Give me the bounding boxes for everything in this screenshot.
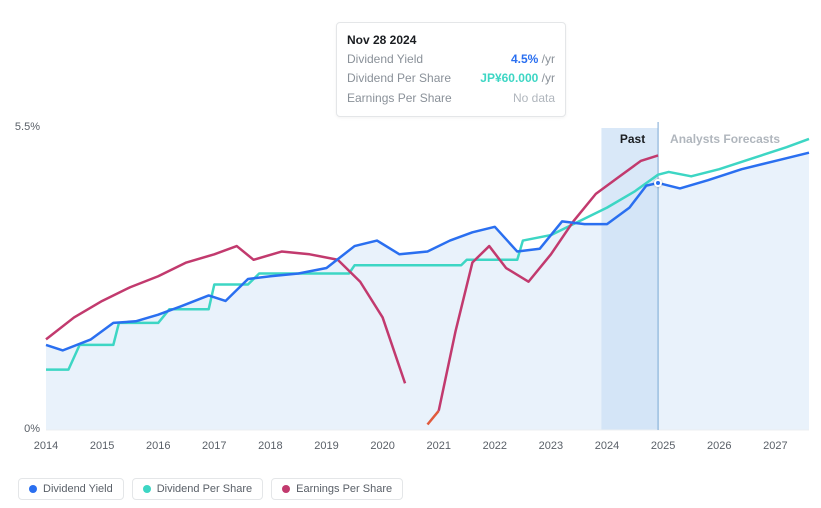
x-tick-label: 2019 (314, 440, 338, 452)
x-tick-label: 2016 (146, 440, 170, 452)
x-tick-label: 2020 (370, 440, 394, 452)
legend-label: Dividend Yield (43, 483, 113, 495)
x-tick-label: 2021 (426, 440, 450, 452)
dividend-chart: Nov 28 2024 Dividend Yield4.5% /yrDivide… (0, 0, 821, 508)
legend-item-dividend-yield[interactable]: Dividend Yield (18, 478, 124, 500)
x-tick-label: 2025 (651, 440, 675, 452)
legend-dot (282, 485, 290, 493)
tooltip-label: Dividend Yield (347, 50, 423, 69)
legend-item-dividend-per-share[interactable]: Dividend Per Share (132, 478, 263, 500)
dividend-yield-area (46, 153, 809, 430)
tooltip-label: Earnings Per Share (347, 89, 452, 108)
x-tick-label: 2017 (202, 440, 226, 452)
legend-label: Dividend Per Share (157, 483, 252, 495)
region-label-past: Past (620, 132, 645, 146)
tooltip-row: Dividend Per Share JP¥60.000 /yr (347, 69, 555, 88)
region-label-forecast: Analysts Forecasts (670, 132, 780, 146)
legend-dot (29, 485, 37, 493)
chart-tooltip: Nov 28 2024 Dividend Yield4.5% /yrDivide… (336, 22, 566, 117)
x-tick-label: 2015 (90, 440, 114, 452)
tooltip-row: Dividend Yield 4.5% /yr (347, 50, 555, 69)
legend-item-earnings-per-share[interactable]: Earnings Per Share (271, 478, 403, 500)
x-tick-label: 2018 (258, 440, 282, 452)
cursor-marker (654, 179, 662, 187)
tooltip-label: Dividend Per Share (347, 69, 451, 88)
x-tick-label: 2023 (539, 440, 563, 452)
x-tick-label: 2022 (483, 440, 507, 452)
tooltip-row: Earnings Per Share No data (347, 89, 555, 108)
chart-legend: Dividend Yield Dividend Per Share Earnings… (18, 478, 403, 500)
x-tick-label: 2014 (34, 440, 58, 452)
tooltip-value: 4.5% /yr (511, 50, 555, 69)
tooltip-value: No data (513, 89, 555, 108)
legend-label: Earnings Per Share (296, 483, 392, 495)
y-tick-label: 0% (6, 423, 40, 435)
tooltip-value: JP¥60.000 /yr (480, 69, 555, 88)
x-tick-label: 2024 (595, 440, 619, 452)
legend-dot (143, 485, 151, 493)
x-tick-label: 2027 (763, 440, 787, 452)
y-tick-label: 5.5% (6, 121, 40, 133)
x-tick-label: 2026 (707, 440, 731, 452)
tooltip-date: Nov 28 2024 (347, 31, 416, 50)
